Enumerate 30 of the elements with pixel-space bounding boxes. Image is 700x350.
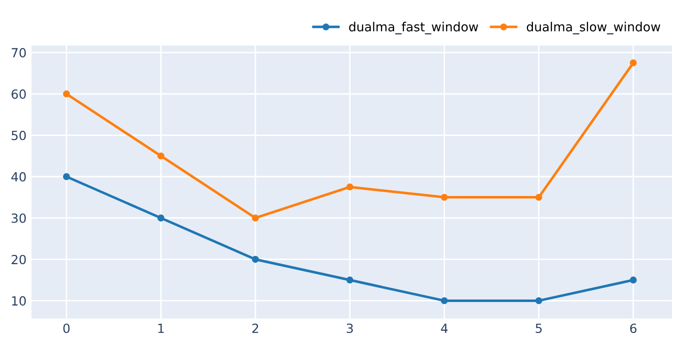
point — [535, 297, 542, 304]
x-tick-label: 5 — [536, 324, 542, 334]
point — [346, 276, 354, 284]
point — [157, 214, 164, 222]
x-tick-label: 3 — [346, 324, 353, 334]
point — [157, 152, 164, 160]
point — [62, 173, 70, 180]
point — [252, 214, 259, 222]
y-tick-label: 70 — [12, 48, 26, 58]
point — [440, 297, 448, 304]
y-tick-label: 40 — [11, 172, 26, 182]
legend-label: dualma_fast_window — [349, 22, 478, 34]
point — [630, 276, 637, 284]
y-tick-label: 10 — [12, 296, 26, 306]
y-tick-label: 50 — [12, 130, 26, 140]
point — [346, 183, 354, 190]
y-tick-label: 60 — [12, 89, 26, 99]
x-tick-label: 0 — [63, 324, 70, 334]
x-tick-label: 2 — [252, 324, 258, 333]
point — [252, 256, 259, 263]
x-tick-label: 4 — [440, 324, 448, 333]
legend-label: dualma_slow_window — [526, 22, 660, 34]
point — [62, 90, 70, 98]
y-tick-label: 20 — [12, 254, 26, 264]
x-tick-label: 1 — [158, 324, 164, 333]
point — [535, 194, 542, 201]
y-tick-label: 30 — [12, 213, 26, 223]
point — [630, 59, 637, 66]
point — [440, 194, 448, 201]
x-tick-label: 6 — [630, 324, 636, 334]
